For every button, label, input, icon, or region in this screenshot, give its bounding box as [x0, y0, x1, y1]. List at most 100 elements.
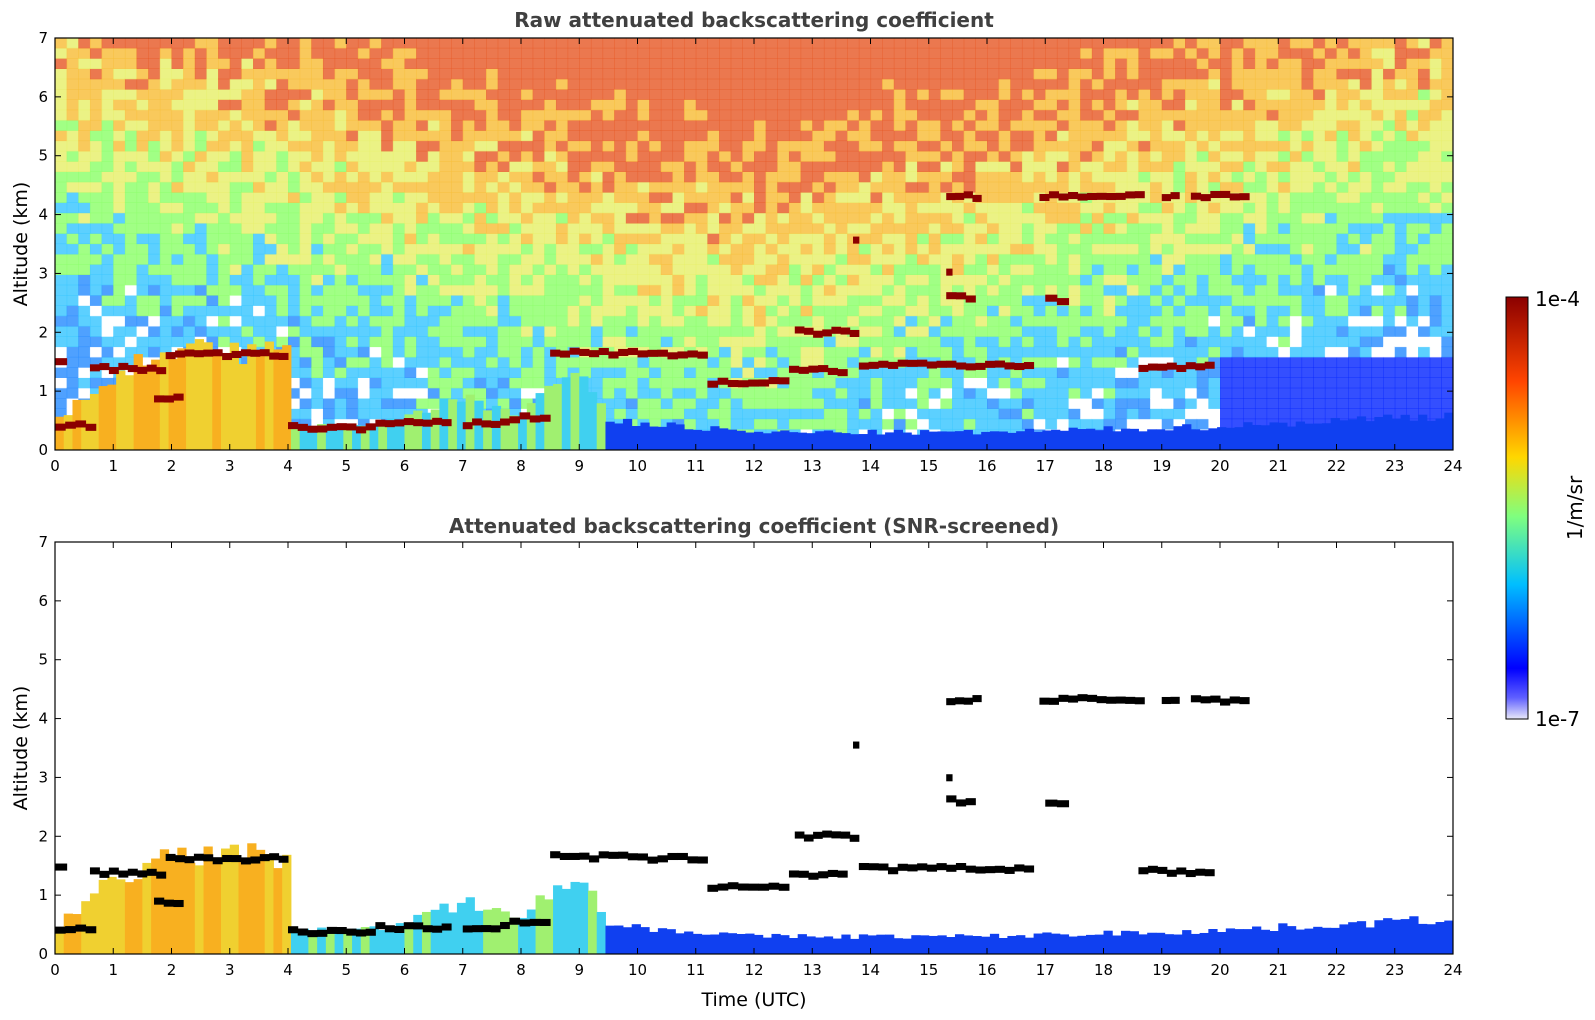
heatmap-cell: [1313, 387, 1326, 399]
heatmap-cell: [1056, 202, 1070, 214]
heatmap-cell: [1336, 264, 1349, 275]
heatmap-cell: [159, 295, 173, 306]
heatmap-cell: [521, 47, 534, 59]
heatmap-cell: [1289, 367, 1303, 378]
heatmap-cell: [1254, 161, 1268, 172]
heatmap-cell: [369, 130, 382, 142]
heatmap-cell: [253, 336, 266, 348]
heatmap-cell: [1231, 119, 1244, 131]
heatmap-cell: [253, 99, 266, 111]
heatmap-cell: [847, 150, 860, 162]
heatmap-cell: [369, 68, 382, 80]
heatmap-cell: [357, 264, 371, 275]
heatmap-cell: [311, 109, 324, 121]
heatmap-cell: [649, 38, 662, 49]
heatmap-cell: [1196, 387, 1209, 399]
heatmap-cell: [812, 58, 825, 69]
heatmap-cell: [1220, 274, 1233, 286]
heatmap-cell: [1220, 89, 1233, 100]
heatmap-cell: [486, 243, 499, 255]
heatmap-cell: [1383, 89, 1396, 100]
heatmap-cell: [1324, 315, 1338, 327]
heatmap-cell: [404, 161, 417, 172]
heatmap-cell: [754, 253, 767, 265]
heatmap-cell: [1359, 243, 1373, 255]
heatmap-cell: [1266, 109, 1279, 121]
heatmap-cell: [124, 336, 138, 348]
heatmap-cell: [416, 68, 429, 80]
heatmap-cell: [823, 315, 837, 327]
heatmap-cell: [1010, 181, 1023, 193]
heatmap-cell: [812, 274, 825, 286]
heatmap-cell: [1429, 192, 1442, 203]
heatmap-cell: [1208, 47, 1221, 59]
heatmap-cell: [486, 99, 499, 111]
heatmap-cell: [89, 274, 103, 286]
heatmap-cell: [1348, 408, 1361, 420]
heatmap-cell: [136, 161, 149, 172]
heatmap-cell: [253, 305, 266, 317]
heatmap-cell: [509, 398, 522, 409]
heatmap-cell: [346, 212, 359, 224]
heatmap-cell: [963, 325, 976, 337]
heatmap-cell: [322, 192, 336, 203]
heatmap-cell: [707, 119, 720, 131]
heatmap-cell: [311, 161, 324, 172]
heatmap-cell: [229, 253, 242, 265]
heatmap-cell: [695, 222, 708, 234]
heatmap-cell: [89, 346, 103, 358]
heatmap-cell: [357, 109, 371, 121]
heatmap-cell: [1289, 161, 1303, 172]
heatmap-cell: [684, 315, 697, 327]
heatmap-cell: [672, 109, 685, 121]
heatmap-cell: [684, 38, 697, 49]
heatmap-cell: [1243, 356, 1256, 368]
heatmap-cell: [544, 78, 557, 90]
heatmap-cell: [1056, 243, 1070, 255]
heatmap-cell: [788, 222, 802, 234]
heatmap-cell: [847, 202, 860, 214]
heatmap-cell: [55, 233, 68, 245]
heatmap-cell: [1126, 336, 1140, 348]
heatmap-cell: [788, 377, 802, 389]
heatmap-cell: [1033, 171, 1046, 183]
heatmap-cell: [253, 233, 266, 245]
heatmap-cell: [719, 408, 732, 420]
heatmap-cell: [1441, 150, 1453, 162]
heatmap-cell: [1080, 325, 1093, 337]
heatmap-cell: [625, 387, 639, 399]
heatmap-cell: [253, 253, 266, 265]
heatmap-cell: [1185, 284, 1198, 296]
heatmap-cell: [765, 325, 778, 337]
heatmap-cell: [1301, 243, 1314, 255]
heatmap-cell: [392, 150, 406, 162]
cloud-layer-segment: [55, 358, 68, 366]
heatmap-cell: [1383, 58, 1396, 69]
heatmap-cell: [55, 130, 68, 142]
heatmap-cell: [288, 305, 301, 317]
boundary-layer-column: [1278, 422, 1288, 450]
heatmap-cell: [1150, 58, 1163, 69]
heatmap-cell: [474, 150, 487, 162]
heatmap-cell: [334, 130, 347, 142]
heatmap-cell: [695, 336, 708, 348]
heatmap-cell: [1103, 325, 1116, 337]
heatmap-cell: [1348, 161, 1361, 172]
heatmap-cell: [416, 243, 429, 255]
heatmap-cell: [404, 192, 417, 203]
heatmap-cell: [1068, 253, 1081, 265]
heatmap-cell: [812, 202, 825, 214]
heatmap-cell: [1115, 356, 1128, 368]
heatmap-cell: [754, 315, 767, 327]
heatmap-cell: [1394, 233, 1407, 245]
heatmap-cell: [113, 284, 126, 296]
heatmap-cell: [136, 171, 149, 183]
heatmap-cell: [497, 192, 510, 203]
heatmap-cell: [497, 305, 510, 317]
heatmap-cell: [730, 315, 743, 327]
heatmap-cell: [975, 377, 988, 389]
heatmap-cell: [392, 140, 406, 152]
heatmap-cell: [218, 325, 231, 337]
heatmap-cell: [823, 264, 837, 275]
heatmap-cell: [893, 305, 907, 317]
